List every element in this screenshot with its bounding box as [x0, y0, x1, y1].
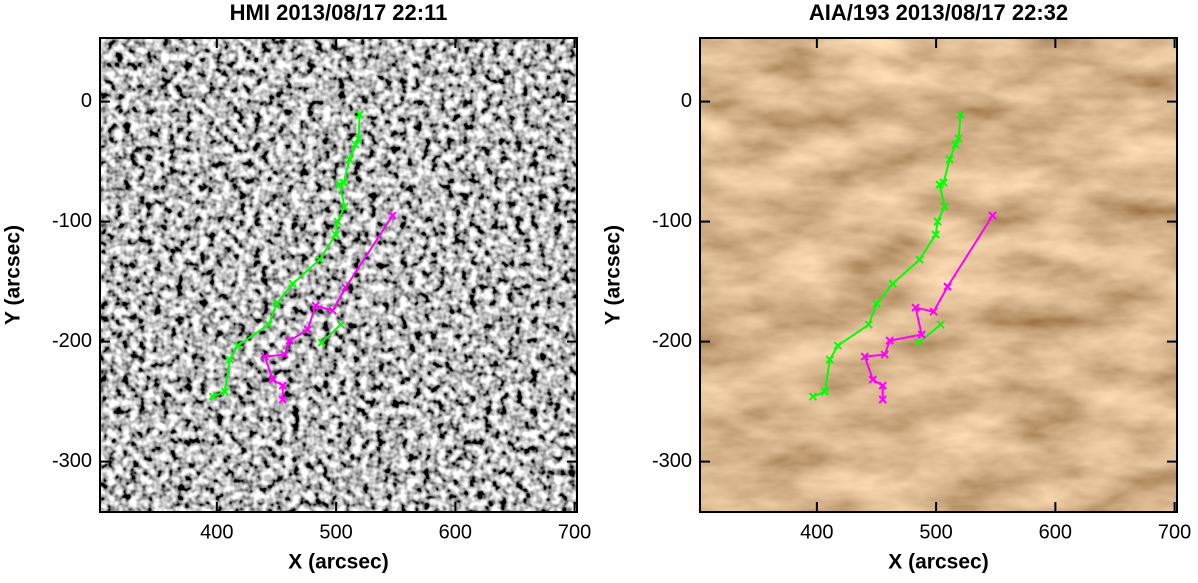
cross-marker [260, 352, 270, 361]
cross-marker [872, 299, 881, 308]
x-axis-label: X (arcsec) [888, 551, 988, 574]
cross-marker [328, 306, 337, 315]
x-tick-label: 700 [1158, 521, 1191, 543]
y-tick-label: 0 [81, 90, 92, 112]
cross-marker [351, 140, 360, 149]
cross-marker [820, 387, 830, 396]
cross-marker [278, 381, 287, 390]
y-tick-label: -100 [652, 210, 692, 232]
cross-marker [333, 217, 342, 226]
cross-marker [335, 180, 344, 189]
cross-marker [915, 255, 924, 264]
x-tick-label: 700 [558, 521, 591, 543]
x-tick-label: 400 [200, 521, 233, 543]
cross-marker [940, 202, 949, 211]
x-tick-label: 600 [1039, 521, 1072, 543]
cross-marker [878, 381, 887, 390]
cross-marker [311, 301, 320, 310]
cross-marker [233, 341, 243, 350]
cross-marker [336, 320, 345, 329]
cross-marker [345, 155, 354, 164]
cross-marker [280, 350, 289, 359]
x-tick-label: 500 [919, 521, 952, 543]
cross-marker [935, 180, 944, 189]
cross-marker [303, 325, 312, 334]
cross-marker [825, 355, 835, 364]
cross-marker [225, 355, 235, 364]
cross-marker [264, 320, 273, 329]
cross-marker [943, 282, 952, 291]
chart-title: HMI 2013/08/17 22:11 [230, 0, 448, 25]
chart-title: AIA/193 2013/08/17 22:32 [809, 0, 1068, 25]
plot-frame [99, 37, 578, 513]
cross-marker [988, 211, 997, 220]
cross-marker [933, 217, 942, 226]
cross-marker [340, 202, 349, 211]
cross-marker [808, 392, 818, 401]
cross-marker [208, 392, 218, 401]
y-tick-label: 0 [681, 90, 692, 112]
x-tick-label: 400 [800, 521, 833, 543]
y-tick-label: -100 [52, 210, 92, 232]
y-tick-label: -300 [52, 450, 92, 472]
x-tick-label: 500 [319, 521, 352, 543]
cross-marker [860, 352, 870, 361]
cross-marker [317, 338, 326, 347]
cross-marker [936, 320, 945, 329]
cross-marker [888, 279, 897, 288]
cross-marker [272, 299, 281, 308]
cross-marker [880, 350, 889, 359]
cross-marker [331, 230, 340, 239]
cross-marker [315, 255, 324, 264]
cross-marker [220, 387, 230, 396]
cross-marker [268, 375, 278, 384]
cross-marker [931, 230, 940, 239]
cross-marker [864, 320, 873, 329]
cross-marker [868, 375, 878, 384]
cross-marker [945, 155, 954, 164]
cross-marker [954, 134, 963, 143]
cross-marker [917, 330, 926, 339]
x-axis-label: X (arcsec) [288, 551, 388, 574]
cross-marker [288, 279, 297, 288]
cross-marker [833, 341, 843, 350]
cross-marker [911, 303, 920, 312]
image-background [700, 38, 1177, 512]
cross-marker [355, 110, 364, 119]
y-tick-label: -200 [652, 330, 692, 352]
cross-marker [878, 395, 887, 404]
image-background [100, 38, 577, 512]
cross-marker [951, 140, 960, 149]
cross-marker [388, 211, 397, 220]
y-axis-label: Y (arcsec) [2, 225, 25, 325]
y-tick-label: -300 [652, 450, 692, 472]
cross-marker [341, 283, 350, 292]
y-tick-label: -200 [52, 330, 92, 352]
plot-frame [699, 37, 1178, 513]
cross-marker [278, 395, 287, 404]
cross-marker [914, 338, 923, 347]
cross-marker [956, 110, 965, 119]
cross-marker [939, 178, 948, 187]
cross-marker [885, 336, 894, 345]
cross-marker [929, 307, 938, 316]
cross-marker [339, 178, 348, 187]
x-tick-label: 600 [439, 521, 472, 543]
y-axis-label: Y (arcsec) [602, 225, 625, 325]
cross-marker [354, 134, 363, 143]
cross-marker [285, 336, 294, 345]
